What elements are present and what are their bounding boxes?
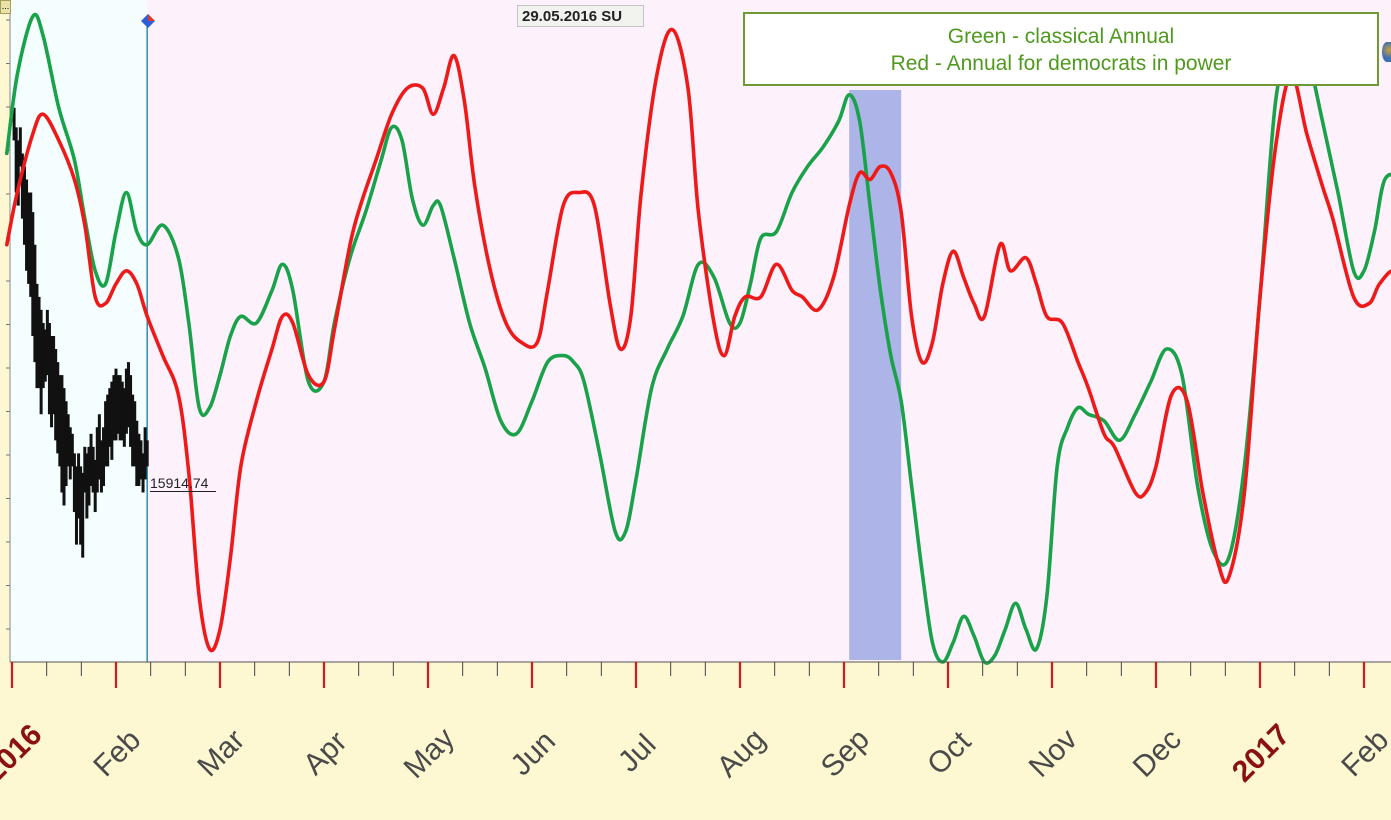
series-line-red — [5, 27, 1391, 653]
x-tick-label: Feb — [1335, 723, 1391, 783]
x-tick-label: Dec — [1127, 723, 1188, 784]
chart-legend: Green - classical Annual Red - Annual fo… — [743, 12, 1379, 86]
history-region — [10, 0, 148, 662]
corner-menu-button[interactable]: ... — [0, 0, 11, 14]
plot-background — [10, 0, 1391, 662]
cursor-date-text: 29.05.2016 SU — [522, 8, 623, 25]
x-tick-label: Sep — [815, 723, 876, 784]
x-tick-label: Mar — [191, 723, 251, 783]
x-tick-label: 2016 — [0, 718, 49, 789]
x-tick-label: Nov — [1023, 723, 1084, 784]
x-tick-label: May — [398, 722, 461, 785]
x-axis-tick-labels: 2016 Feb Mar Apr May Jun Jul Aug Sep Oct Nov Dec 201… — [0, 718, 1391, 789]
legend-entry-green: Green - classical Annual — [947, 25, 1175, 48]
globe-icon[interactable] — [1382, 42, 1391, 62]
x-tick-label: Jul — [612, 728, 662, 778]
forecast-lines — [5, 12, 1391, 665]
x-axis-ticks — [10, 662, 1366, 688]
last-price-label: 15914.74 — [150, 475, 217, 492]
x-tick-label: 2017 — [1226, 718, 1297, 789]
cursor-date-display: 29.05.2016 SU — [517, 5, 644, 27]
corner-menu-label: ... — [1, 1, 10, 11]
x-tick-label: Apr — [297, 725, 353, 781]
x-tick-label: Aug — [711, 723, 772, 784]
y-axis-ticks — [6, 19, 10, 630]
price-series — [12, 107, 149, 558]
x-tick-label: Feb — [87, 723, 147, 783]
x-tick-label: Jun — [505, 725, 563, 783]
series-line-green — [5, 12, 1391, 665]
highlight-band — [849, 90, 902, 660]
cursor-marker-icon[interactable] — [141, 14, 155, 28]
x-tick-label: Oct — [921, 725, 978, 782]
legend-entry-red: Red - Annual for democrats in power — [890, 52, 1232, 75]
